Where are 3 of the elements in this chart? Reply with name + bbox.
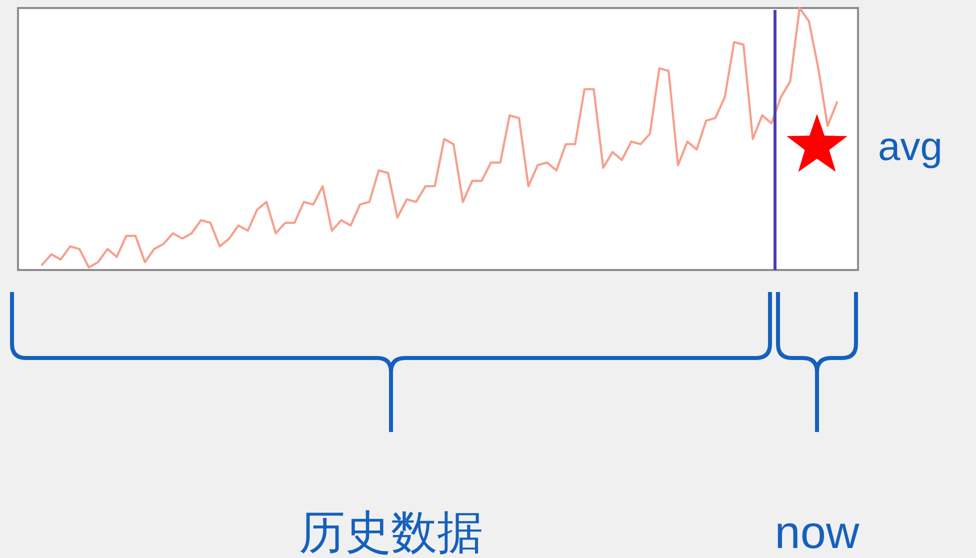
text: 历史数据 <box>299 506 483 558</box>
text: avg <box>878 125 942 169</box>
text: now <box>774 506 860 558</box>
